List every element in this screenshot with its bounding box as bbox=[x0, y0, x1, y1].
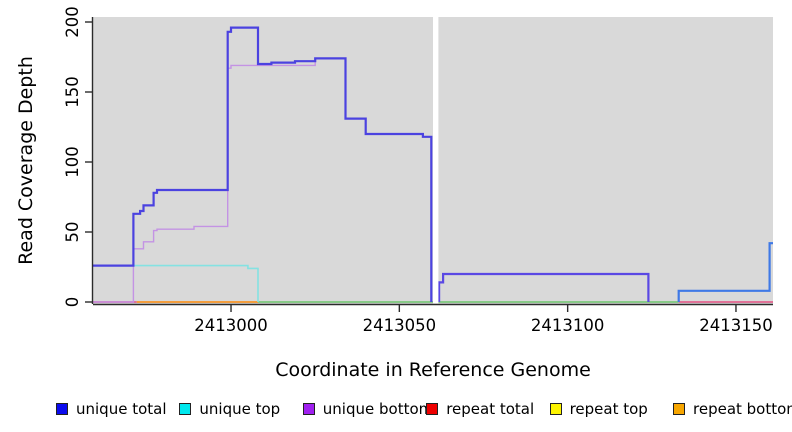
series-unique-total-8 bbox=[677, 242, 773, 302]
y-tick-label: 0 bbox=[63, 297, 82, 308]
x-tick-label: 2413050 bbox=[363, 316, 437, 335]
y-tick-label: 100 bbox=[63, 146, 82, 178]
series-unique-bottom-5 bbox=[93, 58, 316, 303]
series-unique-top-4 bbox=[93, 264, 259, 302]
y-tick-label: 200 bbox=[63, 6, 82, 38]
series-unique-total-7 bbox=[438, 272, 650, 302]
no-data-gap-band bbox=[433, 17, 439, 304]
x-axis-title: Coordinate in Reference Genome bbox=[275, 359, 591, 381]
x-tick-label: 2413000 bbox=[194, 316, 268, 335]
series-unique-total-6 bbox=[93, 26, 433, 302]
y-axis-title: Read Coverage Depth bbox=[15, 56, 37, 265]
y-tick-label: 150 bbox=[63, 76, 82, 108]
x-tick-label: 2413150 bbox=[699, 316, 773, 335]
x-tick-label: 2413100 bbox=[531, 316, 605, 335]
y-tick-label: 50 bbox=[63, 222, 82, 243]
